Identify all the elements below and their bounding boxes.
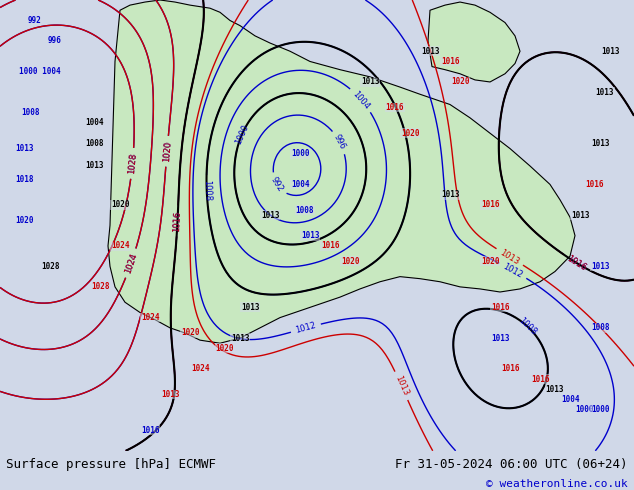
Text: 1000 1004: 1000 1004 [19,67,61,76]
Text: 1013: 1013 [231,334,249,343]
Text: 1020: 1020 [111,200,129,209]
Text: 1008: 1008 [295,205,314,215]
Text: 992: 992 [28,16,42,25]
Text: 1013: 1013 [241,303,259,312]
Text: 996: 996 [332,133,347,151]
Text: 1013: 1013 [161,390,179,399]
Text: 1024: 1024 [124,252,139,274]
Text: 1012: 1012 [501,262,524,279]
Text: 1016: 1016 [385,103,404,112]
Text: 1004: 1004 [86,119,104,127]
Text: 1024: 1024 [111,242,129,250]
Text: Fr 31-05-2024 06:00 UTC (06+24): Fr 31-05-2024 06:00 UTC (06+24) [395,458,628,471]
Text: 1008: 1008 [202,180,212,201]
Polygon shape [108,0,575,343]
Text: 1028: 1028 [41,262,59,271]
Text: 1013: 1013 [301,231,320,240]
Text: 1020: 1020 [340,257,359,266]
Text: 1020: 1020 [162,141,172,162]
Text: 1013: 1013 [591,262,609,271]
Text: 1016: 1016 [172,210,183,232]
Text: 1016: 1016 [441,57,459,66]
Polygon shape [428,2,520,82]
Text: 1013: 1013 [86,162,104,171]
Text: 1016: 1016 [141,426,159,435]
Text: 1013: 1013 [491,334,509,343]
Text: 1013: 1013 [498,247,521,266]
Text: 1020: 1020 [216,344,234,353]
Text: Surface pressure [hPa] ECMWF: Surface pressure [hPa] ECMWF [6,458,216,471]
Text: 1016: 1016 [531,374,549,384]
Text: 1013: 1013 [571,211,589,220]
Text: 1008: 1008 [21,108,39,117]
Text: 1013: 1013 [421,47,439,56]
Text: 1013: 1013 [591,139,609,148]
Text: 1004: 1004 [291,180,309,189]
Text: 1000: 1000 [591,405,609,415]
Text: 1000: 1000 [291,149,309,158]
Text: 1028: 1028 [127,152,138,174]
Text: 1016: 1016 [566,254,588,272]
Text: 996: 996 [48,36,62,46]
Text: 1000: 1000 [234,122,250,146]
Text: 1024: 1024 [124,252,139,274]
Text: 1013: 1013 [393,374,410,397]
Text: 1020: 1020 [451,77,469,86]
Text: 1013: 1013 [596,88,614,97]
Text: 1016: 1016 [481,200,499,209]
Text: 1013: 1013 [601,47,619,56]
Text: 1013: 1013 [441,190,459,199]
Text: 1016: 1016 [491,303,509,312]
Text: 1013: 1013 [16,144,34,153]
Text: 1024: 1024 [191,365,209,373]
Text: 1020: 1020 [162,141,172,162]
Text: 1012: 1012 [295,321,317,335]
Text: 1016: 1016 [586,180,604,189]
Text: 1008: 1008 [517,316,538,337]
Text: 1008: 1008 [86,139,104,148]
Text: © weatheronline.co.uk: © weatheronline.co.uk [486,479,628,489]
Text: 1020: 1020 [481,257,499,266]
Text: 1018: 1018 [16,175,34,184]
Text: 1020: 1020 [16,216,34,225]
Text: 1016: 1016 [321,242,339,250]
Text: 1013: 1013 [361,77,379,86]
Text: 1028: 1028 [91,282,109,292]
Text: 1020: 1020 [181,328,199,338]
Text: 1008: 1008 [591,323,609,332]
Text: 1013: 1013 [261,211,279,220]
Text: 1020: 1020 [401,129,419,138]
Text: 1024: 1024 [141,313,159,322]
Text: 1016: 1016 [566,254,588,272]
Text: 1028: 1028 [127,152,138,174]
Text: 1000: 1000 [576,405,594,415]
Text: 1013: 1013 [546,385,564,394]
Text: 1016: 1016 [172,210,183,232]
Text: 1004: 1004 [351,89,372,111]
Text: 992: 992 [269,175,285,194]
Text: 1004: 1004 [560,395,579,404]
Text: 1016: 1016 [501,365,519,373]
